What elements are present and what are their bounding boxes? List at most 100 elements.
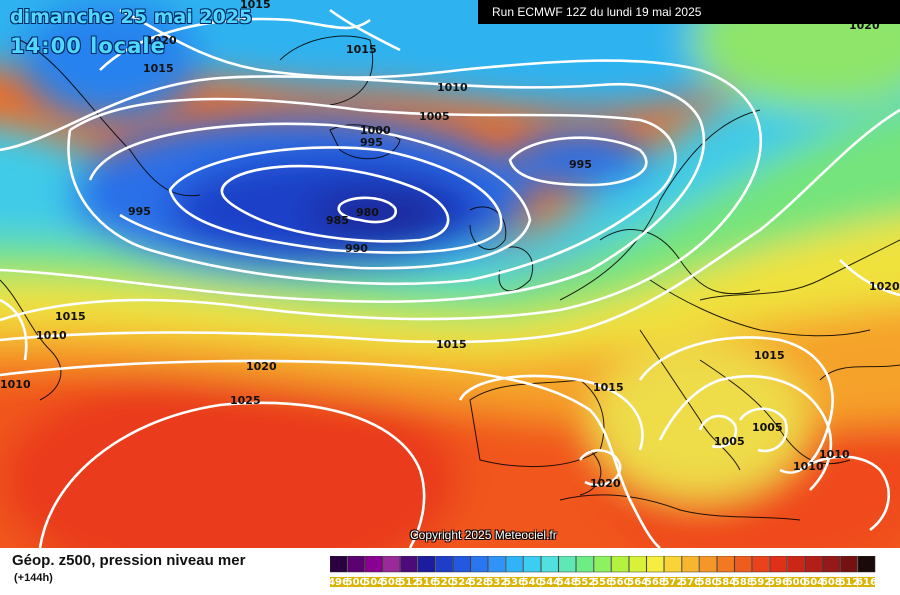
isobar-label: 1020 <box>246 360 277 373</box>
isobar-label: 1005 <box>714 435 745 448</box>
legend-label: 540 <box>522 577 543 588</box>
legend-label-bg <box>858 577 875 587</box>
legend-swatch <box>699 556 717 573</box>
isobar-label: 1005 <box>419 110 450 123</box>
legend-label: 524 <box>451 577 472 588</box>
forecast-map: 1015 1020 1015 1015 1010 1005 1000 995 9… <box>0 0 900 548</box>
legend-label-bg <box>435 577 453 587</box>
isobar-1000 <box>67 97 677 286</box>
isobar-label: 1015 <box>143 62 174 75</box>
isobar-label: 1010 <box>793 460 824 473</box>
legend-swatch <box>840 556 858 573</box>
legend-swatch <box>681 556 700 573</box>
legend-label: 564 <box>627 577 648 588</box>
legend-swatch <box>611 556 629 573</box>
forecast-date: dimanche 25 mai 2025 <box>10 6 253 28</box>
legend-swatch <box>576 556 594 573</box>
legend-swatch <box>435 556 453 573</box>
isobar-1020 <box>0 359 661 548</box>
legend-label-bg <box>330 577 347 587</box>
isobar-1005-greece <box>738 407 788 453</box>
legend-swatch <box>822 556 841 573</box>
legend-label: 504 <box>363 577 384 588</box>
legend-label-bg <box>770 577 787 587</box>
legend-label: 580 <box>698 577 719 588</box>
isobar-label: 1025 <box>230 394 261 407</box>
coastlines <box>0 35 900 521</box>
isobar-label: 1005 <box>752 421 783 434</box>
isobar-label: 1010 <box>819 448 850 461</box>
isobar-label: 1010 <box>437 81 468 94</box>
isobar-label: 1015 <box>593 381 624 394</box>
legend-label-bg <box>629 577 647 587</box>
legend-label-bg <box>541 577 559 587</box>
legend-label-bg <box>400 577 418 587</box>
legend-label-bg <box>558 577 576 587</box>
legend-label: 500 <box>346 577 367 588</box>
field-title: Géop. z500, pression niveau mer <box>12 552 246 569</box>
legend-label: 532 <box>486 577 507 588</box>
legend-swatch <box>330 556 348 573</box>
legend-swatch <box>470 556 489 573</box>
legend-label-bg <box>646 577 664 587</box>
color-legend: 4965005045085125165205245285325365405445… <box>330 556 877 588</box>
isobar-1020-russia <box>839 259 900 297</box>
isobar-label: 1020 <box>869 280 900 293</box>
legend-label: 536 <box>504 577 525 588</box>
isobar-label: 990 <box>345 242 368 255</box>
isobar-990 <box>168 146 503 254</box>
legend-swatch <box>804 556 823 573</box>
legend-swatch <box>452 556 471 573</box>
legend-label: 496 <box>330 577 349 588</box>
isobar-label: 1015 <box>55 310 86 323</box>
legend-label-bg <box>365 577 383 587</box>
legend-label: 596 <box>768 577 789 588</box>
legend-swatch <box>857 556 876 573</box>
legend-label-bg <box>752 577 770 587</box>
isobar-label: 1010 <box>36 329 67 342</box>
isobar-label: 1010 <box>0 378 31 391</box>
isobar-label: 1015 <box>240 0 271 11</box>
legend-label: 592 <box>750 577 771 588</box>
legend-label-bg <box>787 577 805 587</box>
isobar-1010-west <box>0 298 28 361</box>
legend-label: 560 <box>610 577 631 588</box>
legend-label-bg <box>611 577 629 587</box>
isobar-1020-africa <box>578 449 622 487</box>
isobars <box>0 8 900 548</box>
legend-label: 576 <box>680 577 701 588</box>
legend-label-bg <box>805 577 823 587</box>
isobar-label: 995 <box>569 158 592 171</box>
isobar-1015 <box>0 108 900 344</box>
isobar-label: 1015 <box>754 349 785 362</box>
legend-swatch <box>664 556 682 573</box>
isobar-980 <box>337 196 398 224</box>
legend-label-bg <box>347 577 365 587</box>
legend-label: 572 <box>662 577 683 588</box>
legend-label: 508 <box>381 577 402 588</box>
isobar-label: 995 <box>360 136 383 149</box>
isobar-labels: 1015 1020 1015 1015 1010 1005 1000 995 9… <box>0 0 900 490</box>
isobar-label: 1020 <box>146 34 177 47</box>
legend-swatch <box>382 556 401 573</box>
legend-swatch <box>417 556 436 573</box>
legend-swatch <box>628 556 647 573</box>
legend-label: 548 <box>557 577 578 588</box>
legend-swatch <box>505 556 524 573</box>
isobar-1015-balkans <box>638 336 834 474</box>
copyright-notice: Copyright 2025 Meteociel.fr <box>410 528 557 542</box>
legend-label-bg <box>594 577 611 587</box>
legend-swatch <box>400 556 418 573</box>
isobar-995 <box>88 122 532 270</box>
isobar-label: 995 <box>128 205 151 218</box>
isobar-995-north <box>508 136 648 187</box>
legend-swatch <box>716 556 735 573</box>
isobar-1010-east <box>658 374 833 491</box>
isobar-label: 1020 <box>590 477 621 490</box>
legend-label: 612 <box>838 577 859 588</box>
forecast-time: 14:00 locale <box>10 34 166 58</box>
isobar-1010 <box>0 8 763 322</box>
legend-swatch <box>347 556 365 573</box>
legend-swatch <box>364 556 383 573</box>
